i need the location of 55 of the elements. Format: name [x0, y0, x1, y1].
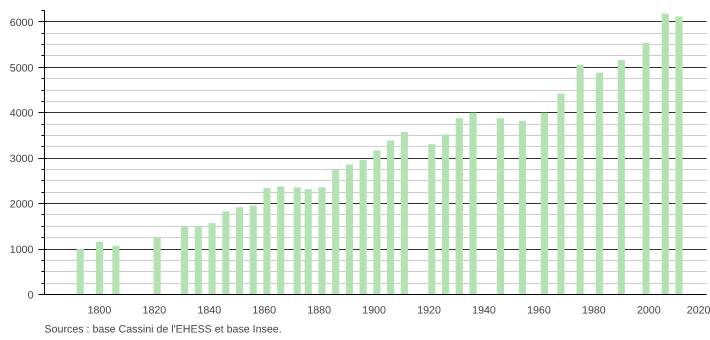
y-tick-label: 5000: [10, 62, 34, 74]
bar: [250, 205, 257, 294]
bar: [208, 223, 216, 294]
x-tick-label: 1880: [307, 304, 332, 316]
bar: [662, 14, 669, 294]
x-tick-label: 1900: [362, 304, 386, 316]
bar: [96, 242, 104, 294]
y-tick-label: 6000: [10, 16, 34, 29]
bar: [294, 187, 301, 294]
bar: [456, 118, 463, 294]
bar: [576, 65, 584, 294]
x-tick-label: 2020: [686, 304, 710, 316]
x-tick-label: 1920: [417, 304, 441, 316]
y-tick-label: 4000: [10, 108, 34, 120]
bar: [596, 72, 603, 294]
bar: [400, 132, 408, 294]
bar: [263, 188, 271, 294]
bar: [236, 207, 244, 294]
x-tick-label: 1800: [88, 304, 112, 316]
bar: [304, 189, 312, 294]
bar: [428, 144, 436, 294]
bar: [194, 226, 202, 294]
x-tick-label: 1940: [472, 304, 496, 316]
bar: [346, 164, 353, 294]
bar: [222, 211, 230, 294]
bar: [112, 246, 120, 294]
bar: [642, 42, 650, 294]
source-note: Sources : base Cassini de l'EHESS et base Insee.: [44, 324, 282, 336]
bar: [360, 160, 367, 294]
x-tick-label: 1980: [582, 304, 606, 316]
bar: [332, 170, 340, 294]
bar: [318, 187, 326, 294]
bar: [496, 118, 504, 294]
bar: [618, 60, 625, 294]
bar: [442, 134, 450, 294]
x-tick-label: 1820: [142, 304, 166, 316]
bar: [675, 16, 683, 294]
bar: [540, 112, 548, 294]
bar: [277, 186, 284, 294]
bar: [469, 112, 477, 294]
bar: [557, 94, 564, 294]
bar: [76, 249, 84, 294]
bar: [518, 120, 526, 294]
y-tick-label: 0: [28, 290, 34, 302]
x-tick-label: 2000: [636, 304, 661, 316]
x-tick-label: 1860: [252, 304, 276, 316]
y-tick-label: 3000: [10, 153, 34, 166]
y-tick-label: 2000: [10, 198, 34, 211]
bar: [181, 226, 188, 294]
bar: [373, 150, 380, 294]
x-tick-label: 1840: [197, 304, 222, 316]
y-tick-label: 1000: [10, 244, 34, 256]
bar: [387, 140, 394, 294]
bar: [154, 238, 161, 294]
x-tick-label: 1960: [527, 304, 551, 316]
